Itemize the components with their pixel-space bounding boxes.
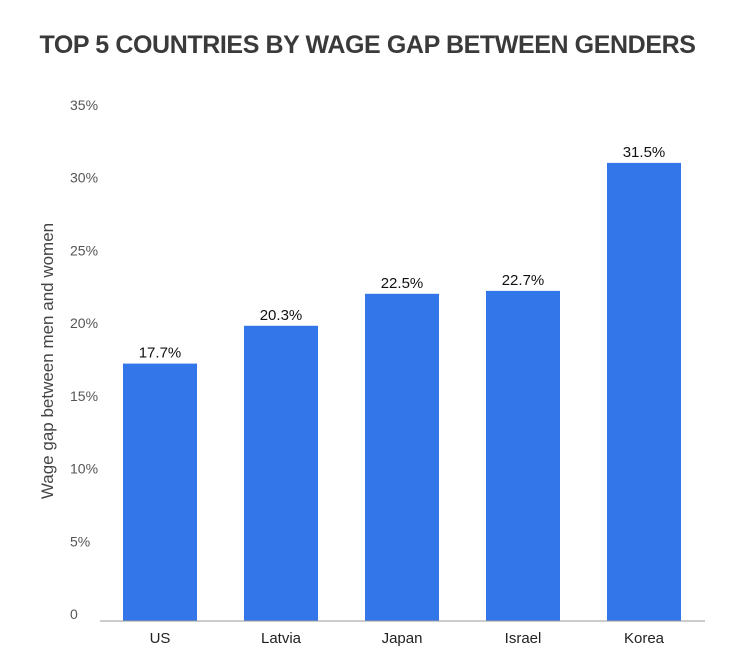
bar-israel (486, 290, 560, 621)
bar-korea (607, 162, 681, 621)
y-tick-label: 10% (70, 461, 98, 477)
x-tick-label-japan: Japan (382, 630, 423, 647)
y-tick-label: 15% (70, 388, 98, 404)
x-tick-label-korea: Korea (624, 630, 665, 647)
y-tick-label: 25% (70, 242, 98, 258)
bar-us (123, 363, 197, 621)
data-label-israel: 22.7% (502, 272, 545, 289)
y-tick-label: 5% (70, 533, 90, 549)
y-tick-label: 0 (70, 606, 78, 622)
data-labels: 17.7% 20.3% 22.5% 22.7% 31.5% (139, 144, 666, 362)
bar-latvia (244, 325, 318, 621)
bar-japan (365, 293, 439, 621)
x-axis-labels: US Latvia Japan Israel Korea (150, 630, 665, 647)
x-tick-label-latvia: Latvia (261, 630, 302, 647)
chart-title: TOP 5 COUNTRIES BY WAGE GAP BETWEEN GEND… (39, 31, 696, 59)
x-tick-label-us: US (150, 630, 171, 647)
y-tick-label: 30% (70, 170, 98, 186)
y-axis-ticks: 0 5% 10% 15% 20% 25% 30% 35% (70, 97, 98, 622)
y-tick-label: 35% (70, 97, 98, 113)
data-label-us: 17.7% (139, 345, 182, 362)
y-axis-title: Wage gap between men and women (38, 223, 57, 499)
x-tick-label-israel: Israel (505, 630, 542, 647)
data-label-korea: 31.5% (623, 144, 666, 161)
data-label-latvia: 20.3% (260, 307, 303, 324)
bars (123, 162, 681, 621)
data-label-japan: 22.5% (381, 275, 424, 292)
y-tick-label: 20% (70, 315, 98, 331)
